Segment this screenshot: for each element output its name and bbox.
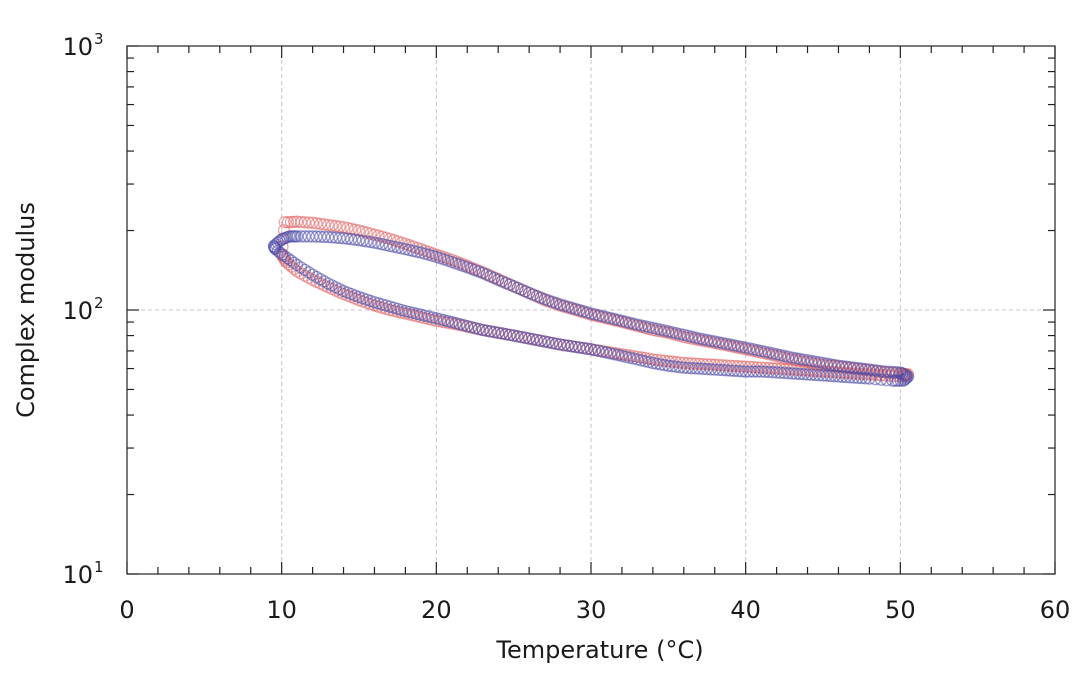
data-point-series-1: [298, 216, 312, 229]
data-point-series-2: [557, 338, 571, 352]
data-point-series-2: [874, 373, 888, 386]
data-point-series-2: [495, 327, 509, 340]
data-point-series-1: [314, 217, 327, 231]
data-point-series-1: [318, 218, 331, 231]
axis-ticks: [126, 45, 1056, 575]
data-point-series-2: [284, 254, 298, 267]
data-point-series-2: [801, 354, 814, 367]
data-point-series-2: [565, 340, 578, 353]
data-point-series-2: [789, 352, 803, 365]
data-point-series-2: [654, 358, 667, 371]
data-point-series-2: [271, 244, 284, 258]
data-point-series-2: [364, 235, 377, 249]
y-tick-label-exponent: 3: [94, 30, 104, 48]
data-point-series-2: [677, 361, 690, 374]
data-point-series-2: [886, 374, 899, 387]
data-point-series-1: [321, 218, 335, 232]
data-point-series-2: [658, 358, 671, 372]
data-point-series-2: [577, 341, 590, 355]
data-point-series-2: [345, 233, 358, 246]
y-axis-label: Complex modulus: [12, 202, 40, 418]
data-point-series-2: [869, 372, 882, 386]
data-point-series-1: [294, 215, 308, 229]
data-point-series-2: [348, 233, 362, 246]
x-tick-label: 40: [730, 596, 761, 624]
data-point-series-2: [561, 339, 574, 352]
data-point-series-2: [503, 328, 516, 342]
data-point-series-2: [820, 357, 834, 370]
data-point-series-2: [809, 355, 822, 368]
data-point-series-2: [805, 354, 818, 368]
data-point-series-2: [669, 360, 683, 373]
data-point-series-2: [492, 326, 505, 339]
data-point-series-2: [329, 231, 342, 244]
data-point-series-2: [880, 373, 893, 387]
data-point-series-1: [281, 215, 295, 229]
data-point-series-2: [321, 230, 335, 244]
data-point-series-2: [573, 341, 586, 354]
data-point-series-2: [900, 371, 914, 384]
data-point-series-1: [302, 216, 315, 229]
data-point-series-2: [793, 352, 806, 366]
data-point-series-2: [499, 328, 513, 341]
data-point-series-1: [310, 217, 323, 230]
data-point-series-2: [681, 361, 694, 375]
y-tick-label-exponent: 1: [94, 558, 104, 576]
data-point-series-2: [569, 340, 582, 354]
data-point-series-2: [816, 356, 830, 370]
data-point-series-2: [901, 370, 915, 383]
x-tick-label: 30: [576, 596, 607, 624]
data-point-series-2: [519, 331, 532, 344]
data-point-series-2: [685, 361, 698, 375]
data-point-series-2: [886, 365, 899, 379]
data-point-series-2: [488, 325, 501, 339]
x-tick-label: 10: [266, 596, 297, 624]
data-point-series-2: [268, 240, 281, 253]
x-axis-label: Temperature (°C): [495, 636, 703, 664]
x-tick-label: 60: [1040, 596, 1071, 624]
data-points: [267, 215, 915, 387]
data-point-series-2: [287, 256, 301, 269]
data-point-series-1: [284, 215, 298, 229]
data-point-series-2: [666, 360, 679, 373]
data-point-series-2: [333, 231, 346, 245]
data-point-series-2: [360, 235, 373, 248]
data-point-series-2: [337, 232, 350, 245]
y-tick-label-exponent: 2: [94, 294, 104, 312]
y-tick-label: 10: [62, 33, 93, 61]
y-tick-label: 10: [62, 561, 93, 589]
data-point-series-2: [650, 357, 663, 370]
data-point-series-2: [356, 234, 370, 247]
data-point-series-2: [507, 329, 520, 342]
data-point-series-2: [341, 232, 354, 245]
data-point-series-1: [325, 219, 339, 232]
data-point-series-2: [812, 356, 826, 369]
data-point-series-2: [290, 258, 304, 272]
data-point-series-1: [306, 216, 319, 229]
x-tick-label: 0: [119, 596, 134, 624]
data-point-series-2: [580, 342, 594, 355]
data-point-series-2: [325, 231, 339, 244]
x-tick-label: 20: [421, 596, 452, 624]
data-point-series-2: [874, 364, 888, 378]
data-point-series-2: [797, 353, 810, 366]
data-point-series-1: [278, 216, 291, 229]
y-tick-label: 10: [62, 297, 93, 325]
data-point-series-2: [584, 343, 598, 356]
data-point-series-2: [673, 360, 687, 374]
data-point-series-2: [352, 233, 366, 247]
data-point-series-2: [785, 351, 799, 364]
x-tick-label: 50: [885, 596, 916, 624]
data-point-series-2: [662, 359, 675, 372]
data-point-series-1: [290, 215, 304, 228]
data-point-series-2: [480, 324, 493, 337]
data-point-series-2: [484, 325, 497, 338]
